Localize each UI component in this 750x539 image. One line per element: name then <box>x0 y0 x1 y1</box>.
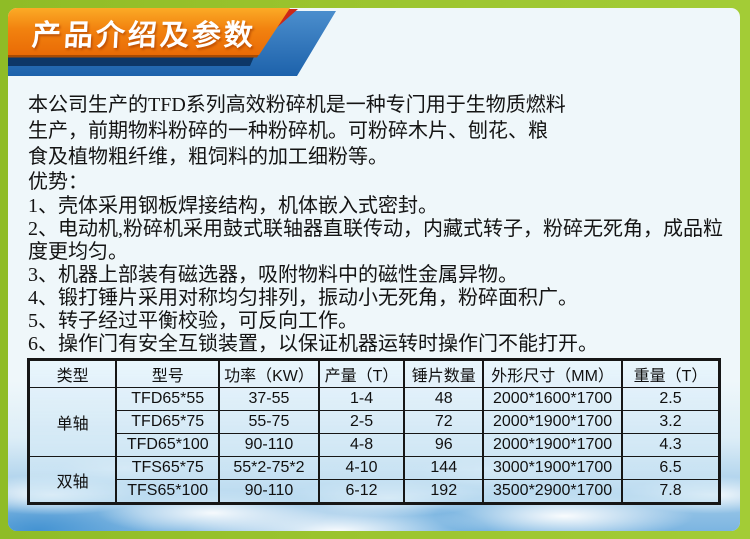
advantages-label: 优势： <box>28 171 88 193</box>
spec-cell: 55-75 <box>218 410 320 434</box>
page-title: 产品介绍及参数 <box>31 20 257 52</box>
spec-cell: 96 <box>403 433 485 457</box>
table-row: 单轴 TFD65*55 37-55 1-4 48 2000*1600*1700 … <box>27 387 721 457</box>
spec-cell: 2000*1900*1700 <box>482 410 624 434</box>
spec-cell: TFS65*100 <box>115 479 221 504</box>
column-header-dimensions: 外形尺寸（MM） <box>482 359 624 388</box>
spec-cell: 2000*1900*1700 <box>482 433 624 457</box>
ribbon-blue-shape <box>8 11 336 76</box>
spec-cell: 2.5 <box>621 387 721 411</box>
column-header-hammers: 锤片数量 <box>403 359 485 388</box>
column-header-power: 功率（KW） <box>218 359 320 388</box>
spec-cell: 3.2 <box>621 410 721 434</box>
spec-cell: 6-12 <box>317 479 406 504</box>
spec-cell: 37-55 <box>218 387 320 411</box>
spec-cell: 90-110 <box>218 479 320 504</box>
spec-cell: TFS65*75 <box>115 456 221 480</box>
page-body: 产品介绍及参数 本公司生产的TFD系列高效粉碎机是一种专门用于生物质燃料 生产，… <box>8 8 740 531</box>
spec-cell: 2000*1600*1700 <box>482 387 624 411</box>
intro-line: 本公司生产的TFD系列高效粉碎机是一种专门用于生物质燃料 <box>28 94 566 116</box>
intro-line: 食及植物粗纤维，粗饲料的加工细粉等。 <box>28 146 388 168</box>
spec-cell: 2-5 <box>317 410 406 434</box>
advantage-item: 4、锻打锤片采用对称均匀排列，振动小无死角，粉碎面积广。 <box>28 287 578 309</box>
advantage-item: 1、壳体采用钢板焊接结构，机体嵌入式密封。 <box>28 195 438 217</box>
column-header-output: 产量（T） <box>317 359 406 388</box>
spec-cell: 192 <box>403 479 485 504</box>
spec-cell: 4.3 <box>621 433 721 457</box>
spec-cell: 4-8 <box>317 433 406 457</box>
table-header-row: 类型 型号 功率（KW） 产量（T） 锤片数量 外形尺寸（MM） 重量（T） <box>27 359 721 388</box>
header-ribbon-decoration <box>8 8 336 76</box>
spec-cell: TFD65*75 <box>115 410 221 434</box>
type-cell-single-shaft: 单轴 <box>27 387 118 457</box>
spec-cell: 6.5 <box>621 456 721 480</box>
spec-cell: 144 <box>403 456 485 480</box>
spec-cell: 3500*2900*1700 <box>482 479 624 504</box>
advantage-item: 5、转子经过平衡校验，可反向工作。 <box>28 310 358 332</box>
spec-cell: 4-10 <box>317 456 406 480</box>
advantage-item: 2、电动机,粉碎机采用鼓式联轴器直联传动，内藏式转子，粉碎无死角，成品粒度更均匀… <box>28 218 723 263</box>
column-header-type: 类型 <box>27 359 118 388</box>
advantage-item: 3、机器上部装有磁选器，吸附物料中的磁性金属异物。 <box>28 264 518 286</box>
ribbon-orange-banner <box>8 8 290 55</box>
spec-table: 类型 型号 功率（KW） 产量（T） 锤片数量 外形尺寸（MM） 重量（T） 单… <box>27 358 721 505</box>
table-row: 双轴 TFS65*75 55*2-75*2 4-10 144 3000*1900… <box>27 456 721 504</box>
product-intro-block: 本公司生产的TFD系列高效粉碎机是一种专门用于生物质燃料 生产，前期物料粉碎的一… <box>28 92 728 356</box>
table-row: TFS65*100 90-110 6-12 192 3500*2900*1700… <box>29 479 721 504</box>
table-row: TFD65*75 55-75 2-5 72 2000*1900*1700 3.2 <box>29 410 721 434</box>
intro-line: 生产，前期物料粉碎的一种粉碎机。可粉碎木片、刨花、粮 <box>28 120 548 142</box>
spec-cell: 90-110 <box>218 433 320 457</box>
spec-cell: 72 <box>403 410 485 434</box>
spec-cell: TFD65*100 <box>115 433 221 457</box>
spec-cell: 55*2-75*2 <box>218 456 320 480</box>
spec-cell: 48 <box>403 387 485 411</box>
column-header-weight: 重量（T） <box>621 359 721 388</box>
spec-cell: 3000*1900*1700 <box>482 456 624 480</box>
spec-cell: 7.8 <box>621 479 721 504</box>
column-header-model: 型号 <box>115 359 221 388</box>
table-row: TFD65*100 90-110 4-8 96 2000*1900*1700 4… <box>29 433 721 457</box>
spec-cell: 1-4 <box>317 387 406 411</box>
type-cell-double-shaft: 双轴 <box>27 456 118 504</box>
advantage-item: 6、操作门有安全互锁装置，以保证机器运转时操作门不能打开。 <box>28 333 598 355</box>
spec-cell: TFD65*55 <box>115 387 221 411</box>
